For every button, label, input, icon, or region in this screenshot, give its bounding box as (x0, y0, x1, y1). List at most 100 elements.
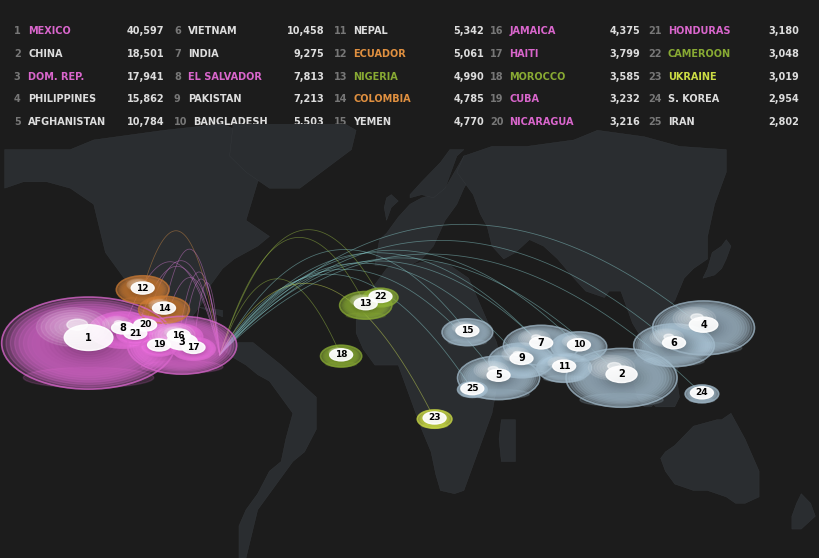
Circle shape (360, 302, 370, 308)
Circle shape (579, 356, 663, 400)
Circle shape (516, 358, 526, 363)
Circle shape (422, 413, 446, 426)
Circle shape (490, 344, 552, 377)
Circle shape (694, 388, 703, 393)
Circle shape (564, 337, 582, 346)
Circle shape (365, 290, 395, 305)
Text: BANGLADESH: BANGLADESH (193, 117, 268, 127)
Circle shape (347, 296, 383, 315)
Circle shape (152, 343, 165, 350)
Text: 18,501: 18,501 (126, 49, 164, 59)
Text: 7: 7 (537, 338, 544, 348)
Circle shape (441, 319, 492, 345)
Text: PAKISTAN: PAKISTAN (188, 94, 242, 104)
Text: 17: 17 (187, 343, 200, 352)
Circle shape (590, 362, 651, 394)
Circle shape (464, 331, 469, 334)
Circle shape (501, 347, 529, 362)
Circle shape (118, 276, 167, 303)
Circle shape (111, 321, 122, 326)
Circle shape (505, 349, 525, 360)
Circle shape (669, 343, 677, 348)
Circle shape (364, 288, 396, 306)
Polygon shape (5, 124, 269, 333)
Circle shape (526, 334, 541, 343)
Polygon shape (499, 420, 515, 461)
Circle shape (672, 307, 715, 330)
Circle shape (464, 385, 480, 394)
Circle shape (88, 312, 157, 348)
Circle shape (145, 300, 183, 320)
Circle shape (172, 331, 177, 334)
Ellipse shape (543, 376, 584, 382)
Circle shape (467, 387, 477, 392)
Text: NEPAL: NEPAL (353, 26, 387, 36)
Circle shape (136, 286, 149, 293)
Circle shape (138, 296, 189, 323)
Circle shape (136, 320, 147, 326)
Circle shape (153, 343, 165, 349)
Circle shape (567, 341, 590, 353)
Circle shape (653, 335, 694, 356)
Text: 16: 16 (172, 330, 185, 340)
Circle shape (155, 326, 189, 344)
Circle shape (486, 369, 509, 381)
Circle shape (127, 329, 137, 334)
Circle shape (649, 329, 683, 347)
Circle shape (111, 322, 134, 334)
Circle shape (649, 333, 698, 358)
Circle shape (373, 294, 387, 301)
Circle shape (552, 360, 575, 372)
Circle shape (192, 348, 194, 349)
Text: 5,061: 5,061 (453, 49, 484, 59)
Circle shape (325, 348, 356, 364)
Circle shape (171, 339, 192, 351)
Circle shape (102, 316, 131, 331)
Circle shape (556, 335, 600, 358)
Circle shape (513, 330, 568, 360)
Circle shape (118, 325, 152, 344)
Circle shape (174, 341, 190, 350)
Circle shape (161, 309, 166, 311)
Circle shape (607, 363, 620, 369)
Circle shape (131, 283, 154, 296)
Circle shape (133, 319, 156, 331)
Circle shape (141, 324, 149, 328)
Circle shape (693, 323, 713, 333)
Text: VIETNAM: VIETNAM (188, 26, 238, 36)
Circle shape (130, 318, 160, 334)
Circle shape (133, 319, 149, 327)
Ellipse shape (643, 357, 704, 366)
Circle shape (432, 418, 436, 420)
Circle shape (328, 350, 353, 363)
Circle shape (463, 383, 475, 390)
Circle shape (157, 345, 161, 347)
Circle shape (500, 349, 542, 372)
Circle shape (562, 335, 585, 348)
Circle shape (689, 317, 717, 332)
Circle shape (423, 413, 446, 425)
Circle shape (633, 324, 713, 367)
Text: 25: 25 (648, 117, 661, 127)
Circle shape (554, 334, 602, 359)
Circle shape (158, 328, 186, 343)
Circle shape (466, 385, 473, 388)
Circle shape (700, 326, 705, 329)
Circle shape (168, 331, 189, 342)
Circle shape (532, 335, 541, 340)
Circle shape (574, 344, 582, 349)
Circle shape (154, 302, 165, 308)
Circle shape (120, 278, 165, 301)
Text: INDIA: INDIA (188, 49, 219, 59)
Circle shape (143, 325, 147, 328)
Circle shape (664, 307, 741, 348)
Circle shape (559, 336, 598, 357)
Circle shape (425, 415, 443, 424)
Circle shape (551, 359, 566, 367)
Text: 4,770: 4,770 (453, 117, 484, 127)
Circle shape (582, 357, 659, 398)
Circle shape (369, 290, 391, 302)
Circle shape (67, 319, 88, 330)
Circle shape (696, 390, 699, 392)
Text: 14: 14 (333, 94, 347, 104)
